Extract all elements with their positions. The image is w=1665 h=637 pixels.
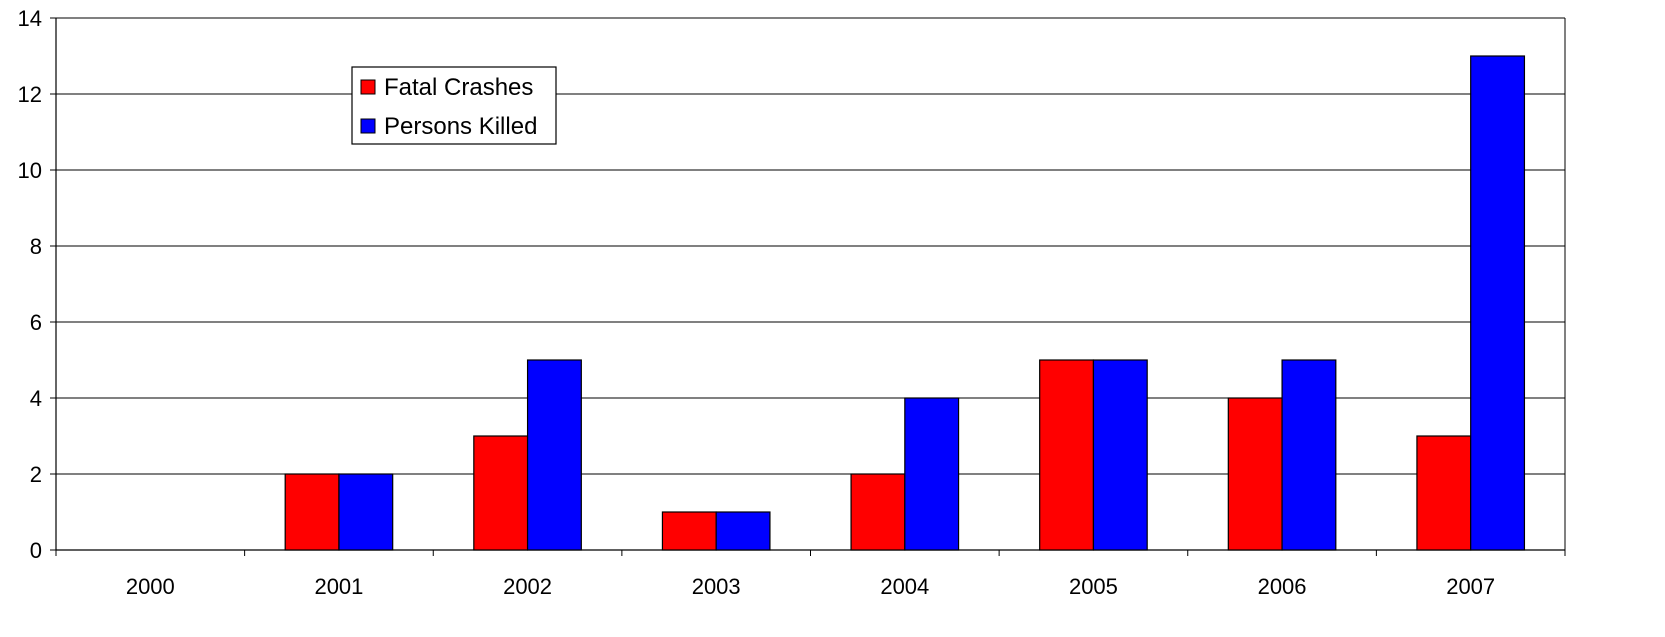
y-tick-label: 4: [30, 386, 42, 411]
x-tick-label: 2007: [1446, 574, 1495, 599]
legend: Fatal Crashes Persons Killed: [351, 66, 557, 145]
bar-fatal-crashes-2001: [284, 473, 340, 551]
bar-persons-killed-2002: [526, 359, 582, 551]
y-tick-label: 14: [18, 6, 42, 31]
legend-label-fatal-crashes: Fatal Crashes: [384, 74, 533, 101]
bar-persons-killed-2006: [1281, 359, 1337, 551]
bar-fatal-crashes-2003: [661, 511, 717, 551]
x-tick-label: 2004: [880, 574, 929, 599]
bar-fatal-crashes-2004: [850, 473, 906, 551]
y-tick-label: 10: [18, 158, 42, 183]
y-tick-label: 2: [30, 462, 42, 487]
y-tick-label: 8: [30, 234, 42, 259]
axes: [50, 17, 1566, 556]
legend-box: [351, 66, 557, 145]
bar-fatal-crashes-2002: [473, 435, 529, 551]
x-tick-label: 2005: [1069, 574, 1118, 599]
bars: [284, 55, 1526, 551]
x-tick-label: 2006: [1258, 574, 1307, 599]
legend-label-persons-killed: Persons Killed: [384, 113, 537, 140]
bar-persons-killed-2003: [715, 511, 771, 551]
bar-persons-killed-2004: [904, 397, 960, 551]
y-tick-label: 12: [18, 82, 42, 107]
x-tick-label: 2001: [314, 574, 363, 599]
bar-fatal-crashes-2005: [1039, 359, 1095, 551]
bar-fatal-crashes-2006: [1227, 397, 1283, 551]
x-tick-label: 2003: [692, 574, 741, 599]
legend-swatch-fatal-crashes: [360, 79, 376, 95]
tick-labels: 0 2 4 6 8 10 12 14 2000 2001 2002 2003 2004 2005 2006 2…: [18, 6, 1496, 599]
x-tick-label: 2002: [503, 574, 552, 599]
x-tick-label: 2000: [126, 574, 175, 599]
y-tick-label: 0: [30, 538, 42, 563]
y-tick-label: 6: [30, 310, 42, 335]
bar-persons-killed-2001: [338, 473, 394, 551]
bar-persons-killed-2007: [1470, 55, 1526, 551]
legend-swatch-persons-killed: [360, 118, 376, 134]
gridlines: [56, 93, 1565, 475]
bar-persons-killed-2005: [1092, 359, 1148, 551]
bar-fatal-crashes-2007: [1416, 435, 1472, 551]
